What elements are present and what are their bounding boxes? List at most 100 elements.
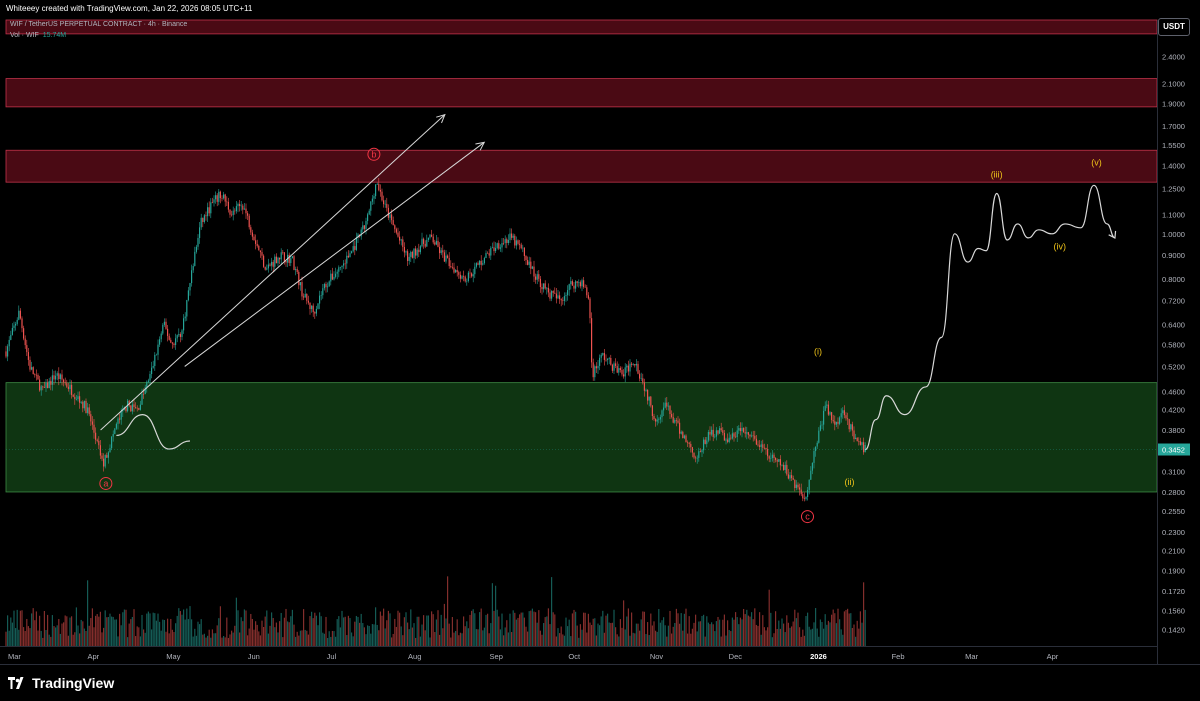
candle-body-214 [347, 255, 349, 258]
volume-bar-266 [431, 611, 433, 646]
candle-body-283 [458, 272, 460, 275]
volume-bar-41 [71, 616, 73, 646]
volume-bar-91 [151, 629, 153, 646]
candle-body-473 [762, 444, 764, 448]
candle-body-234 [379, 189, 381, 192]
candle-body-224 [363, 225, 365, 229]
volume-bar-26 [47, 614, 49, 646]
volume-bar-104 [171, 629, 173, 646]
candle-body-23 [42, 386, 44, 388]
candle-body-197 [320, 295, 322, 296]
volume-bar-366 [591, 624, 593, 646]
volume-bar-9 [19, 610, 21, 646]
volume-bar-194 [315, 615, 317, 646]
volume-bar-301 [487, 613, 489, 646]
candle-body-375 [605, 359, 607, 361]
candle-body-159 [259, 250, 261, 253]
volume-bar-112 [184, 619, 186, 646]
wave-label-7: (v) [1091, 158, 1102, 168]
volume-bar-222 [360, 613, 362, 646]
candle-body-471 [759, 445, 761, 447]
wave-label-6: (iv) [1054, 241, 1067, 251]
volume-bar-297 [480, 608, 482, 646]
time-tick-Oct-7: Oct [568, 652, 581, 661]
volume-bar-166 [271, 612, 273, 646]
volume-bar-462 [744, 614, 746, 646]
volume-bar-153 [250, 613, 252, 646]
volume-bar-500 [805, 616, 807, 646]
candle-body-474 [763, 447, 765, 449]
candle-body-263 [426, 239, 428, 247]
volume-bar-241 [391, 637, 393, 646]
candle-body-213 [346, 255, 348, 264]
candle-body-196 [319, 295, 321, 304]
currency-button[interactable]: USDT [1158, 18, 1190, 36]
candle-body-527 [848, 419, 850, 430]
volume-bar-346 [559, 633, 561, 646]
volume-bar-232 [376, 624, 378, 646]
volume-bar-69 [115, 619, 117, 646]
volume-bar-173 [282, 637, 284, 646]
candle-body-135 [221, 198, 223, 199]
volume-bar-133 [218, 618, 220, 646]
candle-body-326 [527, 259, 529, 265]
volume-bar-456 [735, 612, 737, 646]
volume-bar-129 [211, 629, 213, 646]
candle-body-300 [485, 253, 487, 259]
volume-bar-449 [723, 614, 725, 646]
price-tick-0.8000: 0.8000 [1162, 275, 1185, 284]
candle-body-112 [184, 316, 186, 319]
volume-bar-87 [144, 632, 146, 646]
volume-bar-474 [763, 627, 765, 646]
candle-body-503 [810, 470, 812, 480]
volume-bar-341 [551, 577, 553, 646]
volume-bar-144 [235, 597, 237, 646]
volume-bar-183 [298, 635, 300, 646]
volume-bar-53 [90, 618, 92, 646]
candle-body-6 [15, 323, 17, 326]
volume-bar-368 [594, 618, 596, 646]
candle-body-2 [8, 339, 10, 347]
volume-bar-331 [535, 612, 537, 646]
volume-bar-139 [227, 637, 229, 646]
volume-bar-182 [296, 631, 298, 646]
volume-bar-400 [645, 634, 647, 646]
candle-body-465 [749, 434, 751, 437]
candle-body-204 [331, 273, 333, 280]
volume-bar-92 [152, 612, 154, 646]
candle-body-32 [56, 373, 58, 376]
volume-bar-281 [455, 630, 457, 646]
candle-body-216 [351, 251, 353, 254]
candle-body-134 [219, 191, 221, 199]
candle-body-181 [295, 269, 297, 271]
volume-bar-27 [48, 634, 50, 646]
volume-bar-438 [706, 616, 708, 646]
candle-body-36 [63, 379, 65, 383]
candle-body-522 [840, 413, 842, 418]
tradingview-logo[interactable]: TradingView [8, 675, 114, 691]
candle-body-488 [786, 464, 788, 475]
candle-body-15 [29, 359, 31, 370]
candle-body-232 [376, 183, 378, 185]
wave-label-b: b [371, 149, 376, 159]
candle-body-311 [503, 242, 505, 244]
volume-bar-263 [426, 615, 428, 646]
volume-bar-527 [848, 613, 850, 646]
volume-bar-107 [176, 615, 178, 646]
candle-body-287 [464, 276, 466, 282]
candle-body-383 [618, 368, 620, 373]
symbol-line[interactable]: WIF / TetherUS PERPETUAL CONTRACT · 4h ·… [10, 21, 188, 28]
candle-body-342 [552, 290, 554, 293]
volume-bar-102 [168, 633, 170, 646]
candle-body-96 [159, 339, 161, 345]
time-tick-Dec-9: Dec [729, 652, 743, 661]
candle-body-359 [579, 282, 581, 287]
candle-body-428 [690, 443, 692, 448]
candle-body-409 [659, 417, 661, 420]
candle-body-82 [136, 407, 138, 409]
volume-bar-124 [203, 633, 205, 646]
price-tick-0.2800: 0.2800 [1162, 488, 1185, 497]
candle-body-381 [615, 363, 617, 366]
time-tick-Apr-13: Apr [1047, 652, 1059, 661]
